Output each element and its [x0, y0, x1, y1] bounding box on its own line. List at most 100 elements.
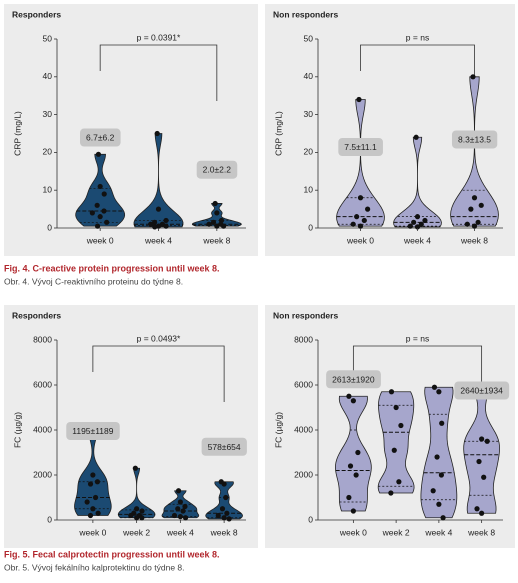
data-point [94, 223, 101, 229]
y-tick-label: 0 [308, 514, 313, 524]
y-tick-label: 0 [47, 222, 52, 232]
value-label: 2640±1934 [460, 386, 503, 396]
data-point [431, 384, 438, 390]
data-point [177, 514, 183, 520]
data-point [154, 130, 160, 137]
data-point [413, 134, 419, 140]
data-point [90, 506, 96, 512]
bracket-label: p = ns [406, 32, 429, 42]
data-point [90, 472, 96, 478]
data-point [414, 214, 421, 220]
x-tick-label: week 4 [166, 527, 194, 537]
data-point [97, 214, 103, 220]
data-point [484, 438, 490, 444]
data-point [177, 499, 183, 505]
bracket-label-bg [402, 31, 433, 44]
data-point [346, 393, 352, 399]
y-tick-label: 10 [43, 184, 53, 194]
value-label: 7.5±11.1 [344, 142, 377, 152]
x-tick-label: week 8 [202, 235, 230, 245]
data-point [388, 490, 394, 496]
data-point [210, 219, 217, 225]
data-point [182, 515, 189, 521]
data-point [134, 506, 140, 512]
data-point [155, 206, 162, 212]
value-label-bg [451, 130, 498, 149]
data-point [163, 217, 169, 224]
data-point [134, 515, 140, 521]
y-axis-title: FC (µg/g) [273, 412, 283, 448]
y-tick-label: 2000 [294, 469, 313, 479]
data-point [87, 512, 94, 519]
y-tick-label: 30 [304, 109, 314, 119]
data-point [94, 202, 100, 208]
data-point [139, 515, 145, 521]
data-point [439, 420, 445, 426]
data-point [346, 494, 352, 501]
violin-body [205, 481, 243, 520]
data-point [163, 223, 169, 229]
y-tick-label: 6000 [294, 379, 313, 389]
data-point [474, 506, 480, 512]
data-point [95, 510, 101, 516]
y-tick-label: 10 [304, 184, 314, 194]
data-point [132, 465, 138, 471]
value-label: 8.3±13.5 [458, 134, 491, 144]
data-point [353, 472, 359, 478]
data-point [101, 208, 107, 214]
data-point [97, 183, 103, 190]
data-point [422, 217, 428, 224]
value-label-bg [201, 437, 247, 456]
y-axis-title: CRP (mg/L) [12, 111, 22, 156]
data-point [476, 458, 482, 465]
x-tick-label: week 0 [78, 527, 106, 537]
value-label-bg [326, 370, 381, 389]
bracket [99, 44, 218, 101]
violin-body [336, 99, 385, 227]
y-tick-label: 40 [304, 71, 314, 81]
x-tick-label: week 8 [460, 235, 488, 245]
data-point [355, 449, 361, 456]
bracket [92, 345, 225, 402]
data-point [171, 512, 178, 519]
data-point [92, 494, 99, 501]
data-point [440, 515, 446, 521]
data-point [347, 463, 354, 469]
data-point [219, 506, 226, 512]
data-point [407, 223, 413, 229]
y-axis-title: FC (µg/g) [12, 412, 22, 448]
data-point [350, 508, 356, 514]
value-label: 578±654 [208, 442, 241, 452]
data-point [475, 219, 481, 225]
panel-title: Responders [12, 310, 61, 320]
data-point [470, 74, 476, 80]
data-point [89, 210, 95, 216]
bracket [360, 44, 475, 101]
data-point [221, 481, 227, 487]
y-tick-label: 6000 [33, 379, 52, 389]
y-tick-label: 8000 [33, 334, 52, 344]
data-point [175, 488, 182, 494]
bracket-label: p = ns [406, 333, 429, 343]
data-point [361, 217, 367, 224]
data-point [357, 223, 364, 229]
x-tick-label: week 0 [346, 235, 374, 245]
y-tick-label: 0 [308, 222, 313, 232]
data-point [94, 479, 101, 485]
bracket-label: p = 0.0493* [137, 333, 181, 343]
value-label-bg [80, 128, 121, 147]
y-tick-label: 40 [43, 71, 53, 81]
data-point [221, 515, 227, 521]
data-point [388, 389, 395, 395]
data-point [215, 512, 221, 519]
data-point [471, 223, 478, 229]
x-tick-label: week 0 [86, 235, 114, 245]
caption-title: Fig. 5. Fecal calprotectin progression u… [4, 549, 220, 559]
data-point [430, 488, 436, 494]
data-point [481, 474, 487, 480]
violin-body [420, 386, 458, 519]
panel: Non responders FC (µg/g) 0 2000 4000 6000 8000… [265, 305, 515, 548]
data-point [479, 436, 485, 442]
data-point [214, 223, 220, 229]
